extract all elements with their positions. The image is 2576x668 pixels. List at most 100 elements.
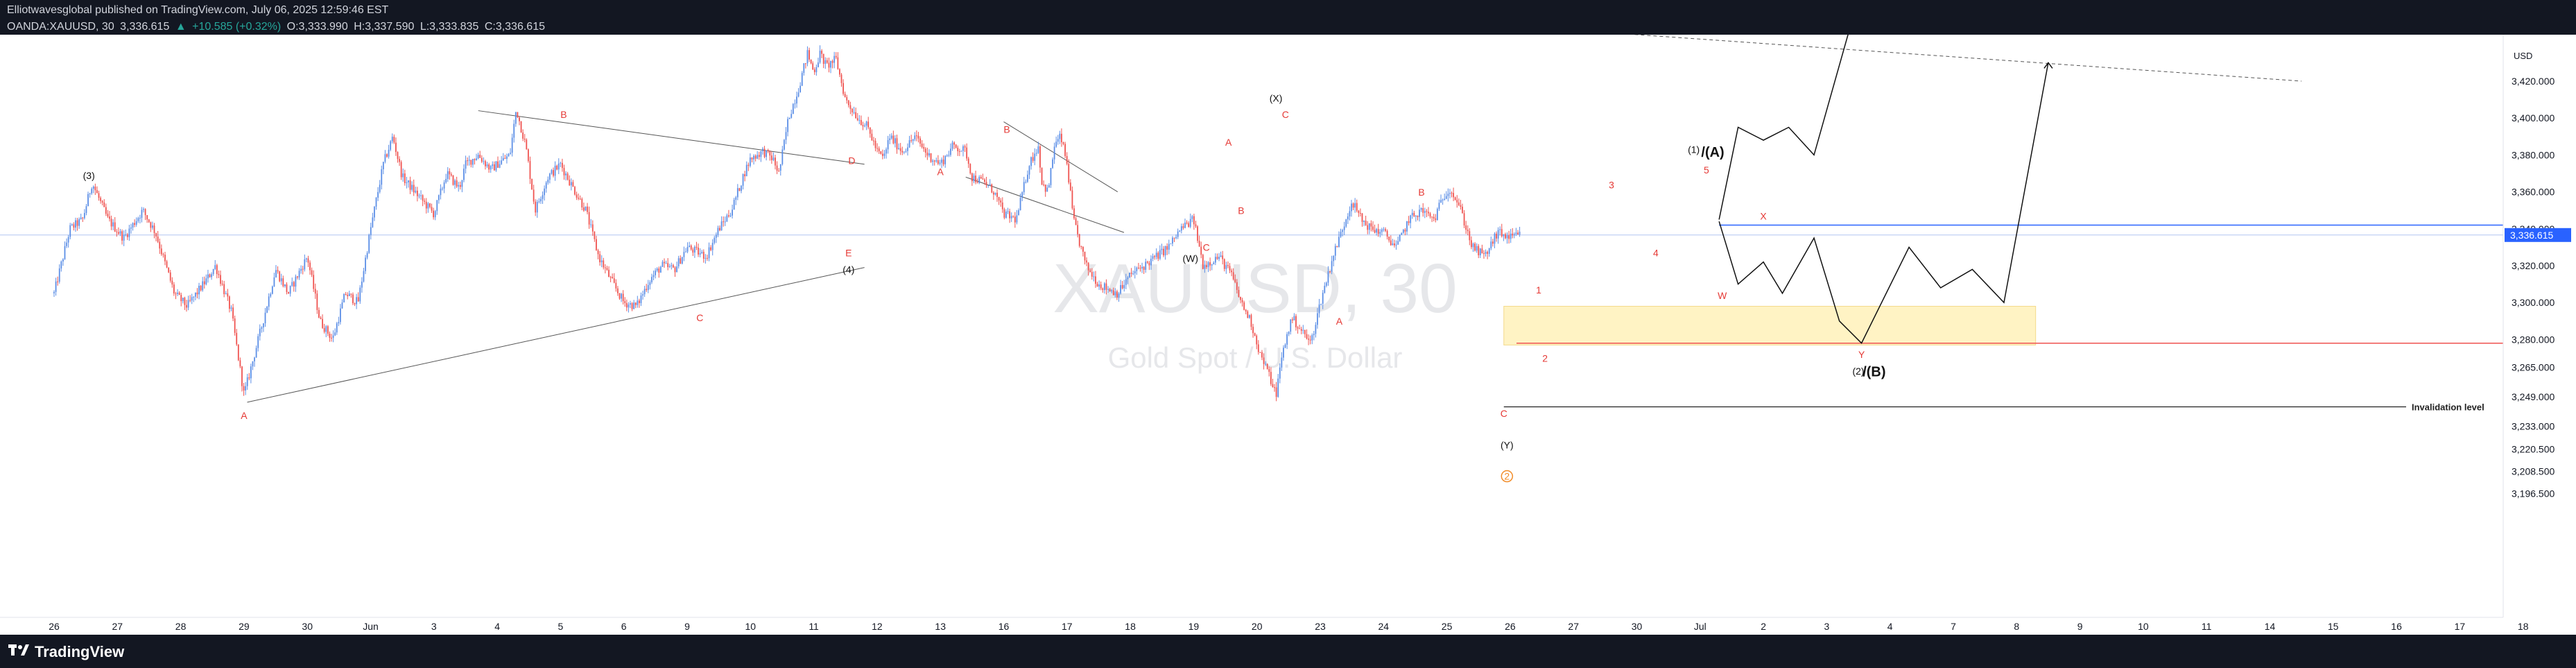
candle-body xyxy=(1411,212,1413,216)
candle-body xyxy=(1410,215,1412,223)
candle-body xyxy=(597,250,599,255)
candle-body xyxy=(1157,252,1159,259)
candle-body xyxy=(824,60,827,65)
candle-body xyxy=(634,302,637,305)
candle-body xyxy=(1342,230,1344,232)
candle-body xyxy=(1034,153,1036,161)
candle-body xyxy=(1447,194,1449,196)
candle-body xyxy=(1368,223,1370,230)
time-tick-label: 9 xyxy=(2077,621,2083,632)
candle-body xyxy=(844,94,846,97)
chart-area[interactable]: XAUUSD, 30 Gold Spot / U.S. Dollar Inval… xyxy=(0,35,2576,635)
candle-body xyxy=(912,139,914,142)
candle-body xyxy=(898,148,899,150)
candle-body xyxy=(334,332,336,336)
candle-body xyxy=(608,269,610,277)
candle-body xyxy=(375,198,377,207)
candle-body xyxy=(1492,241,1494,244)
candle-body xyxy=(576,194,578,198)
candle-body xyxy=(350,293,352,295)
candle-body xyxy=(928,153,930,156)
candle-body xyxy=(1229,266,1231,271)
candle-body xyxy=(1100,284,1102,289)
candle-body xyxy=(655,271,657,275)
candle-body xyxy=(591,224,594,232)
candle-body xyxy=(707,257,708,259)
candle-body xyxy=(985,182,987,186)
candle-body xyxy=(923,147,925,149)
candle-body xyxy=(1249,315,1250,318)
candle-body xyxy=(1283,348,1284,358)
candle-body xyxy=(1317,313,1318,325)
candle-body xyxy=(415,190,417,193)
candle-body xyxy=(384,154,386,162)
wave-label-black: (X) xyxy=(1270,92,1283,103)
candle-body xyxy=(191,297,193,301)
candle-body xyxy=(1027,174,1028,182)
candle-body xyxy=(422,195,424,201)
candle-body xyxy=(1399,234,1401,241)
candle-body xyxy=(1207,262,1209,268)
candle-body xyxy=(978,176,980,183)
wave-label-black: (3) xyxy=(83,170,95,181)
candle-body xyxy=(55,281,57,292)
price-axis[interactable]: USD 3,196.500 3,208.500 3,220.500 3,233.000 3… xyxy=(2502,35,2571,617)
candle-body xyxy=(600,260,603,263)
candle-body xyxy=(1394,243,1395,246)
candle-body xyxy=(681,257,683,264)
candle-body xyxy=(1288,332,1290,334)
candle-body xyxy=(1062,142,1064,144)
candle-body xyxy=(1175,237,1177,239)
candle-body xyxy=(664,262,665,264)
candle-body xyxy=(193,296,195,298)
candle-body xyxy=(273,277,275,286)
candle-body xyxy=(1347,216,1349,220)
candle-body xyxy=(760,151,762,157)
price-tick-label: 3,233.000 xyxy=(2512,420,2555,431)
candle-body xyxy=(218,274,220,275)
candle-body xyxy=(1005,212,1007,218)
candle-body xyxy=(126,234,128,237)
candle-body xyxy=(1080,246,1082,248)
candle-body xyxy=(1206,265,1207,268)
candle-body xyxy=(311,270,313,275)
candle-body xyxy=(379,185,381,192)
candle-body xyxy=(486,164,488,166)
candle-body xyxy=(101,200,103,203)
candle-body xyxy=(785,132,787,140)
candle-body xyxy=(1125,279,1127,285)
candle-body xyxy=(1333,255,1335,262)
candle-body xyxy=(680,258,682,264)
candle-body xyxy=(1030,157,1032,166)
candle-body xyxy=(1343,226,1345,230)
candle-body xyxy=(647,285,649,291)
candle-body xyxy=(1071,190,1073,209)
time-axis[interactable]: 26 27 28 29 30 Jun 3 4 5 6 9 10 11 12 13 16 17 18 19 20 23 24… xyxy=(0,617,2529,632)
candle-body xyxy=(119,231,121,234)
candle-body xyxy=(1503,234,1505,237)
candle-body xyxy=(386,154,388,157)
candle-body xyxy=(907,147,908,151)
candle-body xyxy=(621,293,622,299)
tradingview-logo[interactable]: TradingView xyxy=(8,643,124,661)
candle-body xyxy=(184,298,186,305)
candle-body xyxy=(1009,211,1010,219)
candle-body xyxy=(128,228,130,237)
candle-body xyxy=(168,267,170,273)
candle-body xyxy=(1302,329,1304,331)
candle-body xyxy=(395,142,397,153)
symbol-label[interactable]: OANDA:XAUUSD, 30 xyxy=(7,21,114,33)
candle-body xyxy=(1172,237,1173,244)
wave-label-red: B xyxy=(1418,187,1424,198)
last-price-badge-label: 3,336.615 xyxy=(2510,230,2553,241)
candle-body xyxy=(711,243,714,250)
candle-body xyxy=(207,274,209,279)
candle-body xyxy=(76,220,78,226)
candle-body xyxy=(1257,344,1259,352)
candle-body xyxy=(837,57,839,69)
candle-body xyxy=(1431,216,1433,218)
candle-body xyxy=(295,276,297,287)
candle-body xyxy=(695,246,698,248)
price-chart-svg[interactable]: XAUUSD, 30 Gold Spot / U.S. Dollar Inval… xyxy=(0,35,2576,635)
candle-body xyxy=(1016,215,1018,223)
